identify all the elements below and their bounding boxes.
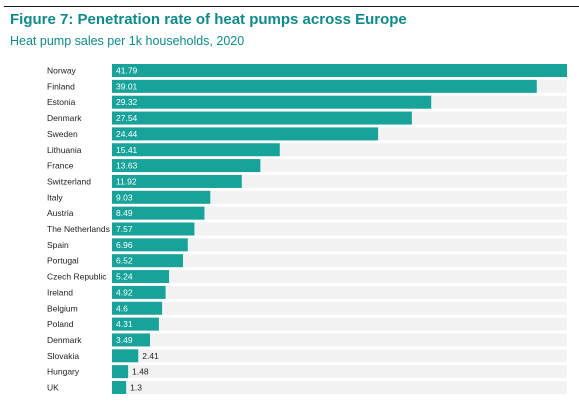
bar	[112, 333, 150, 347]
data-label: 5.24	[116, 272, 133, 282]
bar-track	[112, 206, 567, 220]
data-label: 1.48	[132, 367, 149, 377]
category-label: UK	[47, 383, 59, 393]
category-label: Denmark	[47, 335, 82, 345]
bar	[112, 270, 170, 284]
bar-track	[112, 270, 567, 284]
bar	[112, 95, 432, 109]
category-label: Estonia	[47, 97, 76, 107]
category-label: The Netherlands	[47, 224, 110, 234]
category-label: Switzerland	[47, 176, 91, 186]
category-label: Poland	[47, 319, 74, 329]
category-label: Norway	[47, 66, 77, 76]
bar-track	[112, 317, 567, 331]
data-label: 6.52	[116, 256, 133, 266]
bar	[112, 285, 166, 299]
bar	[112, 111, 412, 125]
bar-track	[112, 301, 567, 315]
bar	[112, 301, 163, 315]
data-label: 6.96	[116, 240, 133, 250]
bar	[112, 143, 280, 157]
data-label: 8.49	[116, 208, 133, 218]
category-label: Italy	[47, 192, 63, 202]
top-rule	[4, 6, 579, 7]
data-label: 27.54	[116, 113, 138, 123]
bar	[112, 64, 567, 77]
category-label: Hungary	[47, 367, 80, 377]
chart-title: Figure 7: Penetration rate of heat pumps…	[10, 11, 407, 28]
bar	[112, 127, 379, 141]
bar	[112, 381, 127, 394]
category-label: Denmark	[47, 113, 82, 123]
data-label: 9.03	[116, 192, 133, 202]
data-label: 4.92	[116, 287, 133, 297]
bar	[112, 79, 537, 93]
bar	[112, 159, 261, 173]
category-label: Czech Republic	[47, 272, 107, 282]
bar-track	[112, 333, 567, 347]
data-label: 2.41	[142, 351, 159, 361]
category-label: Sweden	[47, 129, 78, 139]
category-label: Lithuania	[47, 145, 82, 155]
bar	[112, 254, 183, 268]
category-label: Portugal	[47, 256, 79, 266]
data-label: 39.01	[116, 81, 138, 91]
bar	[112, 190, 211, 204]
bar	[112, 365, 129, 379]
data-label: 29.32	[116, 97, 138, 107]
bar-track	[112, 349, 567, 363]
bar	[112, 349, 139, 363]
data-label: 15.41	[116, 145, 138, 155]
bar-track	[112, 190, 567, 204]
bar	[112, 238, 188, 252]
chart-subtitle: Heat pump sales per 1k households, 2020	[10, 34, 245, 48]
data-label: 4.31	[116, 319, 133, 329]
data-label: 24.44	[116, 129, 138, 139]
bar-track	[112, 285, 567, 299]
bar	[112, 174, 242, 188]
bar	[112, 222, 195, 236]
bar-track	[112, 238, 567, 252]
data-label: 11.92	[116, 176, 137, 186]
bar-track	[112, 222, 567, 236]
data-label: 4.6	[116, 303, 128, 313]
data-label: 41.79	[116, 66, 138, 76]
bar-track	[112, 254, 567, 268]
bar	[112, 317, 159, 331]
data-label: 7.57	[116, 224, 133, 234]
category-label: Ireland	[47, 287, 73, 297]
bar-track	[112, 365, 567, 379]
bar-track	[112, 381, 567, 394]
category-label: Spain	[47, 240, 69, 250]
data-label: 3.49	[116, 335, 133, 345]
data-label: 1.3	[130, 383, 142, 393]
category-label: Belgium	[47, 303, 78, 313]
category-label: Austria	[47, 208, 74, 218]
bar	[112, 206, 205, 220]
category-label: Slovakia	[47, 351, 79, 361]
data-label: 13.63	[116, 161, 138, 171]
category-label: France	[47, 161, 74, 171]
category-label: Finland	[47, 81, 75, 91]
